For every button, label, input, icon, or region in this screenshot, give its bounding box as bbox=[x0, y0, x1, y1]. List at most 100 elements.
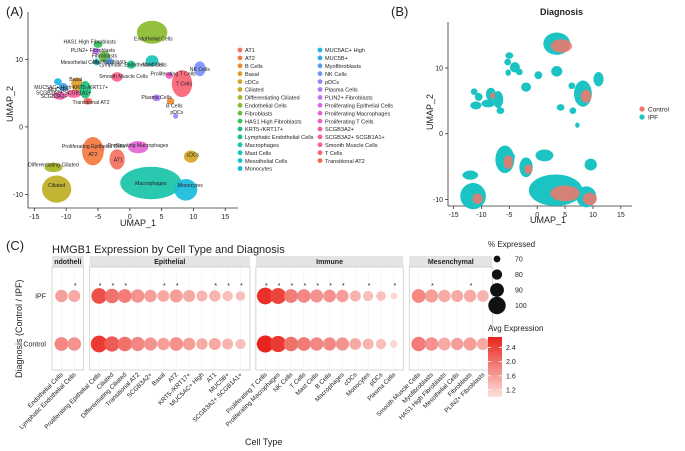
legend-label: Monocytes bbox=[245, 167, 272, 173]
significance-star: * bbox=[278, 283, 281, 290]
dot-control bbox=[222, 338, 234, 350]
cluster-label-krt5-krt17: KRT5-/KRT17+ bbox=[73, 85, 108, 91]
cluster-label-smooth-muscle-cells: Smooth Muscle Cells bbox=[99, 74, 148, 80]
facet-strip bbox=[89, 256, 250, 267]
umap-cluster-ipf bbox=[551, 66, 563, 77]
facet-strip-label: Immune bbox=[316, 259, 343, 266]
legend-label: AT1 bbox=[245, 48, 255, 54]
legend-label: Proliferating T Cells bbox=[325, 119, 374, 125]
significance-star: * bbox=[368, 283, 371, 290]
colorbar-tick-label: 2.0 bbox=[506, 359, 516, 366]
dot-control bbox=[309, 337, 324, 351]
dot-control bbox=[349, 338, 362, 350]
legend-swatch bbox=[237, 87, 243, 92]
dot-control bbox=[256, 335, 274, 353]
legend-label: Ciliated bbox=[245, 88, 264, 94]
dot-control bbox=[235, 338, 246, 350]
dot-control bbox=[283, 336, 299, 352]
cluster-t-cells bbox=[171, 70, 193, 98]
dot-ipf bbox=[362, 290, 374, 302]
cluster-label-ciliated: Ciliated bbox=[48, 183, 65, 189]
cluster-has1-high-fibroblasts bbox=[93, 41, 103, 48]
legend-swatch bbox=[317, 79, 323, 84]
legend-label: AT2 bbox=[245, 56, 255, 62]
dot-control bbox=[411, 336, 426, 352]
dot-ipf bbox=[310, 289, 324, 303]
umap-cluster-ipf bbox=[568, 82, 576, 90]
significance-star: * bbox=[265, 283, 268, 290]
cluster-label-plasma-cells: Plasma Cells bbox=[141, 95, 172, 101]
facet-strip-label: Epithelial bbox=[154, 259, 185, 266]
umap-cluster-ipf bbox=[462, 170, 479, 180]
dot-control bbox=[362, 338, 374, 350]
dot-control bbox=[296, 337, 311, 351]
cluster-scgb3a2 bbox=[53, 91, 67, 100]
legend-swatch bbox=[237, 71, 243, 77]
legend-label: HAS1 High Fibroblasts bbox=[245, 119, 302, 125]
cluster-mesothelial-cells bbox=[93, 58, 100, 66]
dot-control bbox=[437, 337, 451, 351]
cluster-at1 bbox=[109, 149, 125, 170]
panel-b-xtick-label: 5 bbox=[563, 212, 567, 219]
cluster-label-lymphatic-endothelial-cells: Lymphatic Endothelial Cells bbox=[99, 63, 163, 69]
dot-ipf bbox=[235, 291, 246, 301]
row-label-ipf: IPF bbox=[35, 294, 46, 301]
dot-ipf bbox=[256, 287, 274, 305]
legend-swatch bbox=[237, 63, 243, 69]
dot-ipf bbox=[55, 289, 68, 303]
color-legend-title: Avg Expression bbox=[488, 324, 543, 333]
legend-label-ipf: IPF bbox=[648, 115, 658, 122]
legend-swatch bbox=[317, 95, 323, 100]
panel-b-axes bbox=[447, 22, 632, 207]
dot-plot: HMGB1 Expression by Cell Type and Diagno… bbox=[14, 240, 543, 447]
legend-swatch bbox=[317, 118, 323, 124]
facet-strip-label: Mesenchymal bbox=[428, 259, 474, 266]
panel-c-xlabel: Cell Type bbox=[245, 437, 282, 447]
cluster-label-scgb3a2: SCGB3A2+ bbox=[41, 94, 68, 100]
dot-control bbox=[104, 336, 120, 352]
significance-star: * bbox=[304, 283, 307, 290]
cluster-mast-cells bbox=[145, 55, 159, 67]
legend-label: MUC5B+ bbox=[325, 56, 348, 62]
cluster-label-monocytes: Monocytes bbox=[178, 183, 203, 189]
legend-swatch bbox=[317, 87, 323, 92]
umap-region-control bbox=[550, 185, 580, 202]
dot-ipf bbox=[222, 290, 233, 302]
legend-label: Endothelial Cells bbox=[245, 104, 287, 110]
legend-label: Proliferating Macrophages bbox=[325, 111, 390, 117]
umap-region-control bbox=[582, 192, 597, 206]
cluster-label-fibroblasts: Fibroblasts bbox=[92, 53, 118, 59]
significance-star: * bbox=[393, 283, 396, 290]
dot-control bbox=[463, 337, 477, 351]
panel-a-axes bbox=[27, 12, 238, 209]
legend-swatch bbox=[237, 47, 243, 53]
cluster-label-has1-high-fibroblasts: HAS1 High Fibroblasts bbox=[63, 40, 116, 46]
legend-swatch bbox=[237, 118, 243, 124]
dot-control bbox=[90, 335, 108, 353]
panel-a-xtick-label: 15 bbox=[221, 214, 229, 221]
legend-label: Basal bbox=[245, 72, 259, 78]
cluster-label-t-cells: T Cells bbox=[176, 82, 192, 88]
significance-star: * bbox=[329, 283, 332, 290]
legend-label: Fibroblasts bbox=[245, 111, 273, 117]
significance-star: * bbox=[74, 283, 77, 290]
legend-label: Myofibroblasts bbox=[325, 64, 361, 70]
dot-ipf bbox=[451, 289, 464, 303]
cluster-proliferating-t-cells bbox=[165, 72, 174, 79]
cluster-label-endothelial-cells: Endothelial Cells bbox=[134, 36, 173, 42]
dot-ipf bbox=[169, 289, 183, 303]
dot-ipf bbox=[424, 289, 439, 303]
umap-region-control bbox=[503, 155, 513, 170]
umap-region-control bbox=[550, 39, 573, 53]
umap-region-control bbox=[580, 89, 592, 103]
significance-star: * bbox=[291, 283, 294, 290]
cluster-muc5ac-high bbox=[54, 78, 62, 85]
cluster-label-nk-cells: NK Cells bbox=[190, 67, 211, 73]
legend-swatch bbox=[317, 110, 323, 116]
cluster-label-scgb3a2-scgb1a1: SCGB3A2+ SCGB1A1+ bbox=[36, 90, 91, 96]
cluster-label-mesothelial-cells: Mesothelial Cells bbox=[61, 60, 101, 66]
size-legend-label: 100 bbox=[515, 303, 527, 310]
cluster-scgb3a2-scgb1a1 bbox=[66, 89, 82, 98]
legend-label: SCGB3A2+ SCGB1A1+ bbox=[325, 135, 385, 141]
dot-ipf bbox=[376, 291, 386, 301]
